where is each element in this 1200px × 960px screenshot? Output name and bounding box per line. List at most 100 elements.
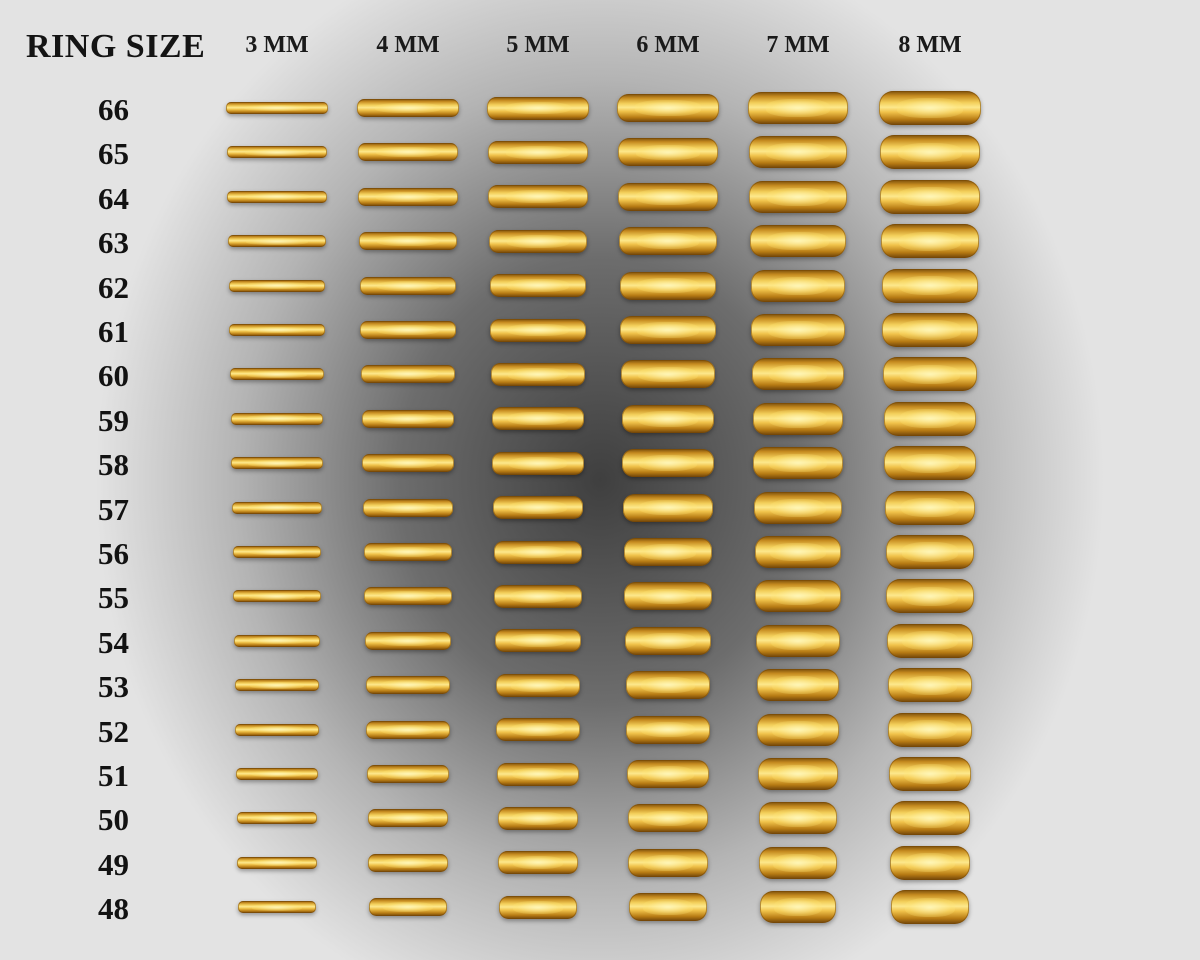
ring-size-59-7mm: [752, 402, 844, 435]
ring-size-63-6mm: [619, 227, 717, 256]
ring-size-66-6mm: [617, 94, 719, 122]
ring-size-48-3mm: [238, 901, 316, 914]
ring-size-52-7mm: [757, 713, 839, 746]
ring-size-56-3mm: [232, 546, 322, 558]
ring-size-55-4mm: [364, 587, 452, 606]
size-label-62: 62: [98, 269, 129, 305]
ring-size-63-7mm: [750, 225, 846, 258]
ring-size-60-7mm: [752, 358, 844, 391]
ring-size-48-8mm: [891, 890, 969, 925]
size-label-65: 65: [98, 136, 129, 172]
ring-size-66-7mm: [748, 92, 848, 124]
column-header-3mm: 3 MM: [245, 32, 309, 58]
ring-size-65-5mm: [487, 140, 589, 164]
size-label-59: 59: [98, 402, 129, 438]
size-label-48: 48: [98, 891, 129, 927]
ring-size-60-5mm: [491, 362, 585, 386]
size-label-66: 66: [98, 92, 129, 127]
ring-size-52-4mm: [366, 720, 450, 739]
ring-size-55-5mm: [494, 584, 582, 608]
ring-size-59-3mm: [230, 412, 324, 425]
ring-size-56-6mm: [623, 538, 713, 566]
ring-size-52-3mm: [235, 723, 319, 736]
ring-size-55-8mm: [886, 579, 974, 614]
ring-size-56-4mm: [363, 543, 453, 561]
ring-size-66-8mm: [879, 91, 981, 125]
ring-size-51-8mm: [889, 757, 971, 791]
ring-size-62-8mm: [881, 268, 979, 303]
ring-size-49-4mm: [368, 853, 448, 872]
ring-size-59-5mm: [491, 407, 585, 431]
ring-size-49-6mm: [628, 848, 708, 877]
column-header-6mm: 6 MM: [636, 32, 700, 58]
ring-size-50-5mm: [497, 806, 579, 830]
ring-size-58-5mm: [492, 451, 584, 475]
ring-size-56-7mm: [754, 536, 842, 568]
ring-size-56-5mm: [493, 540, 583, 564]
ring-size-54-4mm: [365, 631, 451, 650]
ring-size-60-6mm: [621, 360, 715, 389]
ring-size-61-3mm: [229, 324, 325, 336]
ring-size-64-3mm: [227, 190, 327, 203]
ring-size-59-6mm: [621, 404, 715, 433]
ring-size-48-6mm: [629, 893, 707, 922]
ring-size-53-4mm: [365, 676, 451, 695]
ring-size-55-7mm: [755, 580, 841, 613]
ring-size-62-4mm: [359, 276, 457, 295]
ring-size-65-3mm: [226, 146, 328, 159]
ring-size-48-7mm: [760, 891, 836, 924]
size-label-61: 61: [98, 314, 129, 349]
size-label-55: 55: [98, 580, 129, 616]
ring-size-54-8mm: [887, 623, 973, 658]
ring-size-65-4mm: [357, 143, 459, 162]
ring-size-55-6mm: [624, 582, 712, 611]
ring-size-58-6mm: [622, 449, 714, 478]
ring-size-64-5mm: [488, 185, 588, 209]
ring-size-50-8mm: [889, 801, 971, 836]
ring-size-52-5mm: [496, 718, 580, 742]
size-label-57: 57: [98, 491, 129, 527]
ring-size-53-3mm: [234, 679, 320, 692]
ring-size-60-3mm: [230, 368, 324, 381]
ring-size-62-3mm: [228, 279, 326, 292]
size-label-53: 53: [98, 669, 129, 705]
ring-size-52-8mm: [888, 712, 972, 747]
ring-size-53-8mm: [887, 668, 973, 703]
ring-size-64-8mm: [880, 179, 980, 214]
ring-size-63-3mm: [228, 235, 326, 248]
size-label-56: 56: [98, 536, 129, 571]
ring-size-61-7mm: [751, 314, 845, 346]
ring-size-53-7mm: [756, 669, 840, 702]
ring-size-62-5mm: [489, 274, 587, 298]
column-header-7mm: 7 MM: [766, 32, 830, 58]
ring-size-55-3mm: [233, 590, 321, 603]
ring-size-66-4mm: [357, 99, 459, 117]
ring-size-62-6mm: [619, 271, 717, 300]
ring-size-57-6mm: [623, 493, 713, 522]
ring-size-54-3mm: [234, 634, 320, 647]
ring-size-50-6mm: [627, 804, 709, 833]
ring-size-53-5mm: [495, 673, 581, 697]
ring-size-50-7mm: [758, 802, 838, 835]
ring-size-48-4mm: [369, 898, 447, 917]
ring-size-49-7mm: [759, 846, 837, 879]
ring-size-61-5mm: [490, 318, 586, 342]
ring-size-51-4mm: [367, 765, 449, 783]
ring-size-48-5mm: [499, 895, 577, 919]
ring-size-51-6mm: [627, 760, 709, 788]
column-header-5mm: 5 MM: [506, 32, 570, 58]
ring-size-title: RING SIZE: [26, 28, 206, 65]
ring-size-58-4mm: [362, 454, 454, 473]
ring-size-60-8mm: [883, 357, 977, 392]
size-label-63: 63: [98, 225, 129, 261]
ring-size-53-6mm: [625, 671, 711, 700]
ring-size-50-4mm: [367, 809, 449, 828]
size-label-49: 49: [98, 846, 129, 882]
ring-size-51-5mm: [497, 762, 579, 786]
ring-size-51-3mm: [236, 768, 318, 780]
ring-size-61-8mm: [882, 313, 978, 347]
ring-size-51-7mm: [758, 758, 838, 790]
column-header-8mm: 8 MM: [898, 32, 962, 58]
ring-size-52-6mm: [626, 715, 710, 744]
ring-size-58-8mm: [884, 446, 976, 481]
